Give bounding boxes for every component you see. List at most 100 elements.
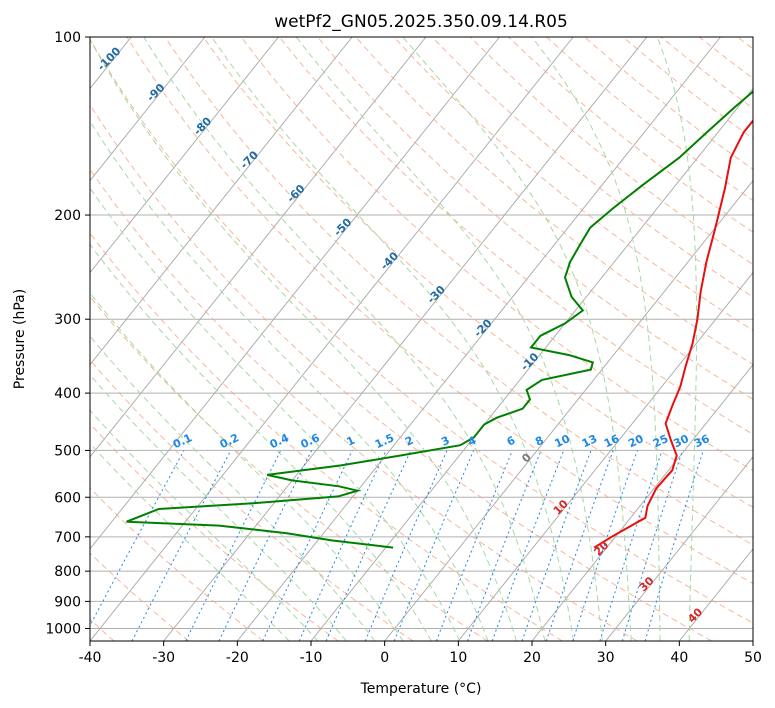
isotherm-line [531,364,753,641]
mixing-ratio-label: 16 [602,432,622,450]
dry-adiabat-line [737,37,753,50]
isotherm-line [90,37,279,274]
moist-adiabat-line [90,38,517,641]
mixing-ratio-label: 0.6 [299,431,322,451]
mixing-ratio-line [364,450,448,641]
dry-adiabat-line [90,487,264,641]
mixing-ratio-label: 4 [466,434,479,449]
moist-adiabat-line [295,37,603,641]
mixing-ratio-label: 0.1 [171,431,194,451]
x-tick-label: 10 [449,650,467,666]
x-tick-label: 20 [523,650,541,666]
y-axis: 100 200 300 400 500 600 700 800 900 1000 [45,30,90,637]
mixing-ratio-line [521,450,592,641]
y-tick-label: 300 [54,312,81,328]
x-tick-label: -20 [226,650,249,666]
dry-adiabat-label: 10 [551,497,571,517]
dry-adiabat-line [90,422,339,641]
mixing-ratio-line [599,450,663,641]
x-tick-label: 0 [380,650,389,666]
isotherm-line [236,37,721,641]
dry-adiabat-label: -10 [518,350,541,373]
dry-adiabat-line [90,552,190,641]
isotherm-line [605,456,753,641]
moist-adiabat-line [90,243,432,641]
y-axis-label: Pressure (hPa) [12,289,28,389]
moist-adiabat-line [90,409,319,641]
dry-adiabat-line [90,359,414,641]
isotherm-line [457,271,753,641]
mixing-ratio-label: 0.4 [268,431,291,451]
mixing-ratio-line [185,450,282,641]
mixing-ratio-line [572,450,638,641]
isotherm-line [90,37,574,641]
mixing-ratio-line [393,450,475,641]
mixing-ratio-label: 1.5 [373,431,396,451]
moist-adiabat-line [90,120,489,641]
moist-adiabat-line [90,187,461,641]
dry-adiabat-label: -40 [378,249,401,272]
y-tick-label: 700 [54,530,81,546]
mixing-ratio-label: 20 [626,432,646,450]
x-tick-label: 50 [744,650,762,666]
mixing-ratio-line [325,450,412,641]
isotherm-line [90,37,500,550]
dewpoint-profile-line [126,90,753,549]
dry-adiabat-line [164,37,753,546]
moist-adiabat-line [90,442,290,641]
moist-adiabat-line [90,335,376,641]
y-tick-label: 900 [54,594,81,610]
dry-adiabat-line [90,295,488,641]
mixing-ratio-line [131,450,232,641]
dry-adiabat-line [317,37,753,400]
mixing-ratio-line [298,450,387,641]
dry-adiabat-line [469,37,753,266]
isotherm-line [90,37,427,458]
x-tick-label: 40 [670,650,688,666]
mixing-ratio-line [644,450,704,641]
dry-adiabat-line [90,232,563,641]
plot-area [0,37,753,641]
x-tick-label: -10 [300,650,323,666]
mixing-ratio-line [262,450,353,641]
dry-adiabat-line [202,37,753,508]
dry-adiabat-line [126,37,753,585]
x-axis: -40 -30 -20 -10 0 10 20 30 40 50 [79,641,762,666]
mixing-ratio-label: 25 [651,432,670,450]
mixing-ratio-label: 6 [505,434,518,449]
x-tick-label: -40 [79,650,102,666]
dry-adiabat-label: 30 [637,574,657,594]
dry-adiabat-label: -60 [284,182,307,205]
mixing-ratio-label: 30 [671,432,691,450]
isotherm-line [90,37,206,182]
mixing-ratio-label: 36 [692,432,712,450]
dry-adiabat-label: -50 [331,215,354,238]
dry-adiabat-line [90,38,753,624]
dry-adiabat-line [355,37,753,366]
y-tick-label: 500 [54,443,81,459]
dry-adiabat-label: -100 [95,44,124,73]
isotherm-line [310,87,753,641]
mixing-ratio-label: 8 [533,434,545,449]
mixing-ratio-label: 0.2 [218,431,241,451]
mixing-ratio-label: 10 [553,432,573,450]
dry-adiabat-line [393,37,753,332]
y-tick-label: 800 [54,564,81,580]
dry-adiabat-line [508,37,753,233]
mixing-ratio-line [218,450,313,641]
x-tick-label: -30 [152,650,175,666]
isotherm-line [163,37,648,641]
isotherm-line [90,37,353,366]
y-tick-label: 400 [54,386,81,402]
moist-adiabat-line [211,37,575,641]
moist-adiabat-line [402,37,632,641]
dry-adiabat-line [546,37,753,202]
dry-adiabat-label: -90 [144,81,167,104]
isotherm-line [0,37,58,641]
dry-adiabat-label: 20 [591,538,611,558]
moist-adiabat-line [656,37,698,641]
dry-adiabat-label: -70 [238,148,261,171]
x-tick-label: 30 [597,650,615,666]
dry-adiabat-label: -30 [425,283,448,306]
